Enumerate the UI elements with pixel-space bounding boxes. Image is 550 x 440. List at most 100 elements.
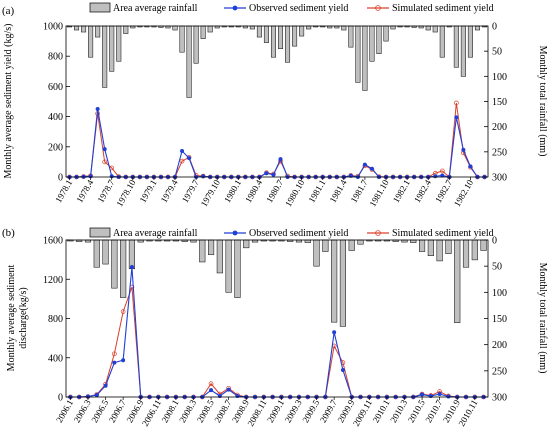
panel-a-rainfall-bar	[439, 25, 445, 58]
panel-a-simulated-point	[179, 158, 185, 164]
panel-a-rainfall-bar	[383, 25, 389, 42]
panel-a-right-tick-label: 300	[492, 173, 507, 184]
panel-a-left-tick-label: 200	[48, 142, 63, 153]
panel-b-observed-point	[340, 368, 345, 373]
panel-b-observed-point	[420, 392, 425, 397]
panel-a-x-tick-label: 1981.4	[328, 178, 349, 205]
panel-a-x-tick-label: 1982.10	[452, 178, 476, 209]
panel-a-x-tick-label: 1980.7	[264, 178, 285, 205]
panel-b-observed-point	[226, 387, 231, 392]
panel-a-right-tick-label: 250	[492, 147, 507, 158]
panel-b-rainfall-bar	[243, 239, 250, 249]
panel-a-rainfall-bar	[81, 25, 87, 33]
panel-b-observed-point	[209, 388, 214, 393]
panel-b-left-tick-label: 800	[48, 314, 63, 325]
panel-b-rainfall-bar	[339, 239, 347, 327]
panel-a-rainfall-bar	[432, 25, 438, 33]
panel-a-rainfall-bar	[355, 25, 361, 83]
panel-b-legend: Area average rainfall Observed sediment …	[89, 227, 494, 239]
panel-a-simulated-point	[439, 168, 445, 174]
panel-a-rainfall-bar	[186, 25, 192, 98]
panel-a-observed-point	[180, 149, 185, 154]
panel-b-right-axis-title: Monthly total rainfall (mm)	[537, 263, 548, 374]
legend-b-observed-label: Observed sediment yield	[249, 228, 348, 239]
panel-a-rainfall-bar	[200, 25, 206, 39]
panel-a-legend: Area average rainfall Observed sediment …	[89, 2, 494, 14]
panel-b-rainfall-bars	[67, 239, 487, 327]
panel-a-x-tick-label: 1982.7	[433, 178, 454, 205]
panel-a-observed-point	[187, 156, 192, 161]
panel-a-simulated-point	[454, 100, 459, 106]
panel-a-x-tick-label: 1980.1	[222, 178, 243, 204]
panel-b-left-axis-title-line1: Monthly average sediment	[6, 264, 17, 371]
panel-a-left-tick-label: 400	[48, 112, 63, 123]
panel-b-rainfall-bar	[331, 239, 338, 323]
panel-b-rainfall-bar	[111, 239, 118, 289]
panel-a-rainfall-bar	[116, 25, 122, 62]
panel-b-label: (b)	[2, 227, 15, 239]
legend-a-observed-marker	[232, 5, 238, 11]
panel-a-rainfall-bar	[369, 25, 375, 62]
panel-a-x-tick-label: 1978.4	[74, 178, 95, 205]
panel-a-rainfall-bar	[193, 25, 199, 64]
panel-a-x-tick-label: 1980.4	[243, 178, 264, 205]
legend-b-observed-marker	[232, 230, 238, 236]
panel-b-observed-point	[121, 358, 126, 363]
panel-b-simulated-line	[70, 286, 484, 398]
panel-b-observed-point	[85, 394, 90, 399]
panel-a-observed-point	[264, 171, 269, 176]
panel-b-right-tick-label: 50	[492, 262, 502, 273]
panel-a-rainfall-bar	[285, 25, 291, 63]
panel-a-rainfall-bar	[306, 25, 312, 30]
legend-b-bar-label: Area average rainfall	[113, 228, 198, 239]
panel-b-right-axis: 0 50 100 150 200 250 300	[484, 236, 507, 404]
panel-b-simulated-point	[112, 351, 117, 357]
panel-a-x-tick-label: 1981.10	[367, 178, 391, 209]
panel-b-right-tick-label: 150	[492, 314, 507, 325]
panel-b-rainfall-bar	[216, 239, 223, 274]
panel-a-rainfall-bar	[123, 25, 129, 34]
panel-a-observed-point	[95, 107, 100, 112]
legend-a-observed-label: Observed sediment yield	[249, 3, 348, 14]
panel-b-simulated-point	[208, 381, 214, 387]
panel-b-left-tick-label: 0	[58, 393, 63, 404]
panel-a-right-tick-label: 150	[492, 97, 507, 108]
panel-a-left-axis-title: Monthly average sediment yield (kg/s)	[3, 24, 14, 179]
legend-b-simulated-label: Simulated sediment yield	[392, 228, 494, 239]
panel-a-plot-frame	[65, 25, 489, 178]
panel-a-x-tick-label: 1980.10	[283, 178, 307, 209]
panel-a-right-axis-title: Monthly total rainfall (mm)	[537, 46, 548, 157]
panel-b-observed-point	[332, 330, 337, 335]
panel-b-rainfall-bar	[454, 239, 461, 323]
panel-b-rainfall-bar	[199, 239, 206, 263]
panel-b-left-tick-label: 1600	[43, 236, 63, 247]
legend-a-simulated-marker	[375, 5, 381, 11]
panel-a-observed-point	[278, 157, 283, 162]
panel-b-simulated-series	[68, 284, 486, 400]
panel-b-rainfall-bar	[445, 239, 452, 254]
panel-a-rainfall-bar	[207, 25, 213, 33]
panel-b-observed-point	[437, 392, 442, 397]
panel-a-rainfall-bar	[292, 25, 298, 47]
panel-a-observed-point	[102, 147, 107, 152]
panel-a-right-tick-label: 0	[492, 22, 497, 33]
panel-b-right-tick-label: 250	[492, 366, 507, 377]
panel-a-left-tick-label: 800	[48, 52, 63, 63]
panel-a-right-tick-label: 50	[492, 47, 502, 58]
legend-b-bar-swatch	[89, 227, 111, 238]
panel-b-left-axis-title-line2: discharge(kg/s)	[18, 287, 29, 348]
panel-b-rainfall-bar	[462, 239, 470, 268]
panel-a-x-tick-label: 1978.1	[53, 178, 74, 204]
panel-a-rainfall-bar	[390, 25, 396, 30]
panel-b-rainfall-bar	[102, 239, 109, 265]
panel-a-x-tick-label: 1978.10	[114, 178, 138, 209]
panel-a-right-tick-label: 200	[492, 122, 507, 133]
panel-a-rainfall-bar	[425, 25, 431, 31]
legend-a-bar-label: Area average rainfall	[113, 3, 198, 14]
panel-b-rainfall-bar	[357, 239, 364, 245]
panel-b-observed-point	[129, 264, 134, 269]
panel-a-rainfall-bar	[109, 25, 115, 72]
panel-b-left-tick-label: 1200	[43, 275, 63, 286]
panel-a-rainfall-bar	[467, 25, 473, 58]
